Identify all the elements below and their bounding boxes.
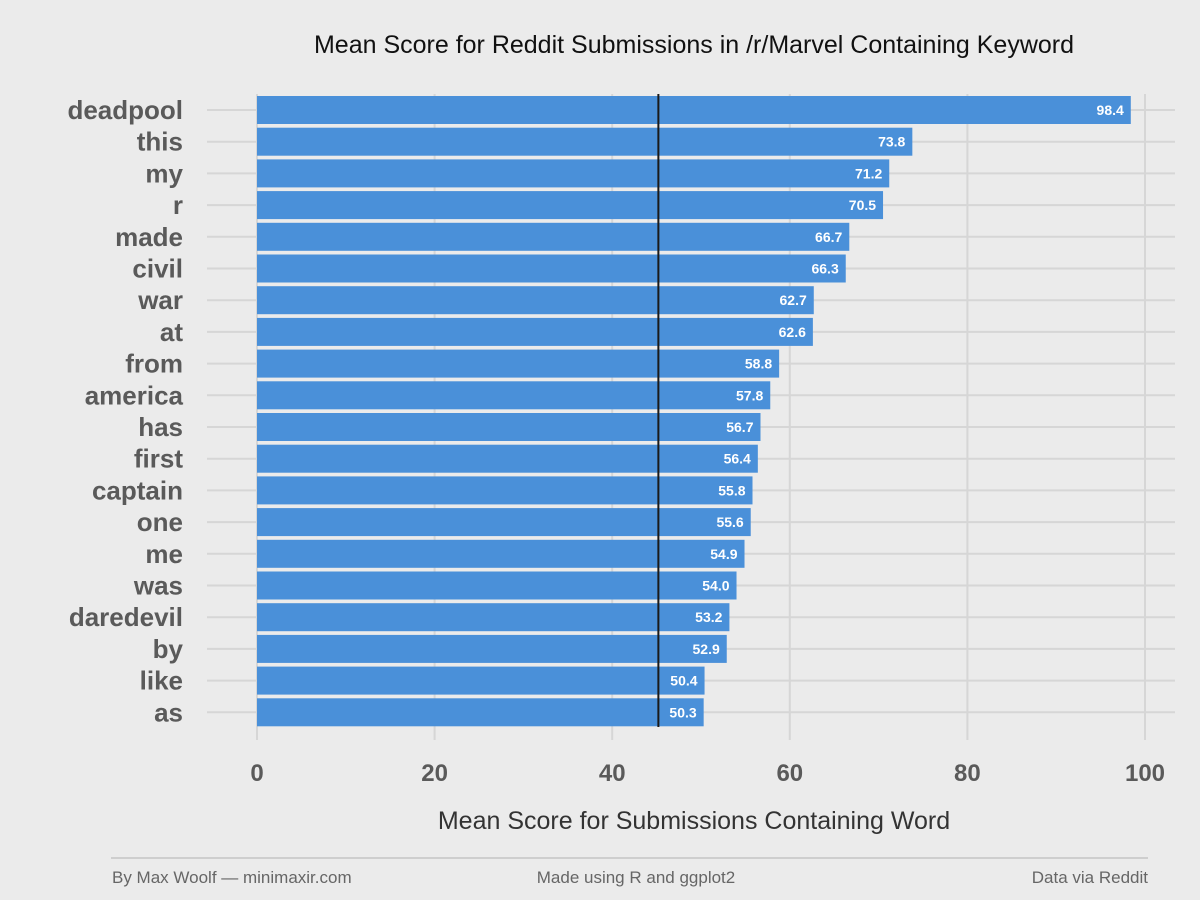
bar [257,349,780,378]
category-label: first [134,444,183,474]
bar-value-label: 58.8 [745,356,772,372]
bar [257,603,730,632]
x-tick-label: 40 [599,760,626,787]
bar [257,476,753,505]
category-label: civil [132,254,183,284]
bar-value-label: 62.7 [780,292,807,308]
category-label: daredevil [69,602,183,632]
bars-layer [257,96,1131,727]
category-label: me [145,539,183,569]
category-label: one [137,507,183,537]
x-tick-labels-layer: 0 20 40 60 80 100 [250,760,1165,787]
category-label: r [173,190,183,220]
value-labels-layer: 98.4 73.8 71.2 70.5 66.7 66.362.7 62.6 58.8 57.8… [669,102,1124,720]
category-label: has [138,412,183,442]
bar-value-label: 98.4 [1097,102,1124,118]
bar [257,191,884,220]
bar-value-label: 53.2 [695,609,722,625]
category-label: america [85,380,184,410]
category-label: deadpool [67,95,183,125]
x-tick-label: 100 [1125,760,1165,787]
bar [257,96,1131,124]
bar [257,444,758,473]
bar-value-label: 71.2 [855,165,882,181]
bar-value-label: 57.8 [736,387,763,403]
chart-title: Mean Score for Reddit Submissions in /r/… [314,31,1074,59]
bar [257,634,727,663]
bar [257,254,846,283]
bar [257,381,771,410]
category-label: captain [92,475,183,505]
x-tick-label: 80 [954,760,981,787]
bar-value-label: 73.8 [878,134,905,150]
bar-value-label: 56.7 [726,419,753,435]
bar [257,413,761,441]
category-label: war [137,285,183,315]
bar-value-label: 55.6 [716,514,743,530]
category-label: from [125,349,183,379]
category-label: was [133,571,183,601]
bar [257,317,813,346]
bar-value-label: 66.3 [811,261,838,277]
category-label: like [140,666,183,696]
footer-tools: Made using R and ggplot2 [537,868,735,887]
bar [257,127,913,156]
category-label: my [145,158,183,188]
footer-credit: By Max Woolf — minimaxir.com [112,868,352,887]
bar-value-label: 52.9 [693,641,720,657]
x-axis-title: Mean Score for Submissions Containing Wo… [438,807,950,835]
category-label: this [137,127,183,157]
bar-value-label: 50.4 [670,673,697,689]
bar-value-label: 56.4 [724,451,751,467]
bar-value-label: 55.8 [718,482,745,498]
bar-value-label: 50.3 [669,704,696,720]
bar [257,698,704,727]
category-label: as [154,697,183,727]
category-labels-layer: deadpoolthismyrmadecivilwaratfromamerica… [67,95,183,727]
bar-value-label: 54.0 [702,578,729,594]
x-tick-label: 0 [250,760,263,787]
bar [257,666,705,695]
category-label: by [153,634,184,664]
bar [257,571,737,600]
x-tick-label: 60 [776,760,803,787]
bar [257,508,751,537]
bar-value-label: 70.5 [849,197,876,213]
bar-value-label: 66.7 [815,229,842,245]
category-label: at [160,317,183,347]
bar [257,286,814,315]
bar-value-label: 54.9 [710,546,737,562]
bar [257,222,850,251]
x-tick-label: 20 [421,760,448,787]
footer-source: Data via Reddit [1032,868,1149,887]
bar-value-label: 62.6 [779,324,806,340]
category-label: made [115,222,183,252]
bar [257,539,745,568]
bar [257,159,890,188]
